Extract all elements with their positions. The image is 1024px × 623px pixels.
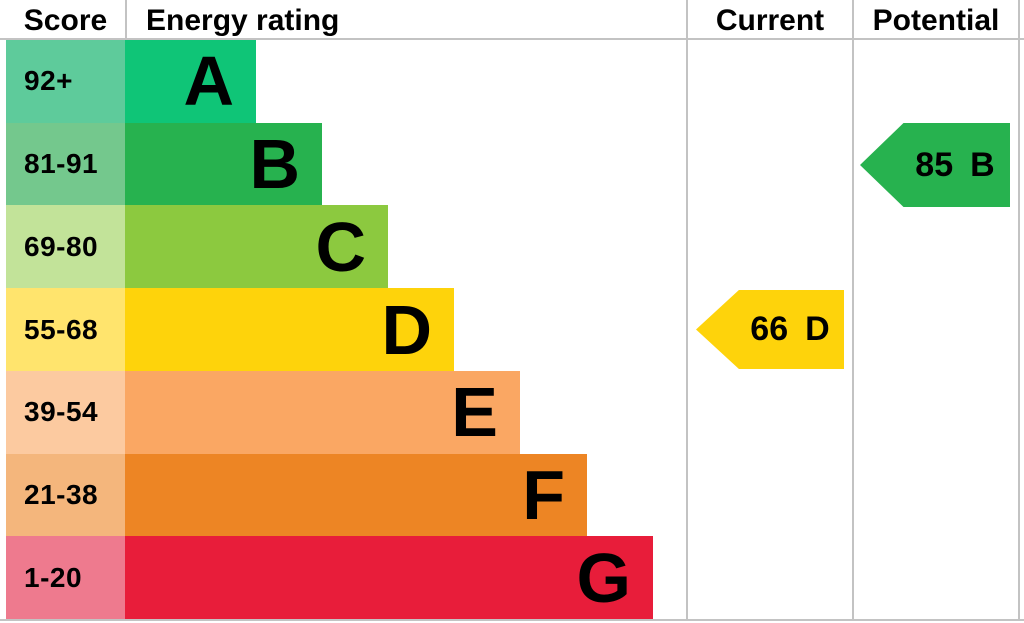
- bottom-border-line: [0, 619, 1024, 621]
- current-column-header: Current: [715, 4, 825, 37]
- rating-letter-a: A: [183, 42, 234, 121]
- potential-rating-value: 85: [915, 145, 954, 184]
- score-column-divider: [125, 0, 127, 38]
- rating-letter-e: E: [451, 373, 498, 452]
- rating-letter-g: G: [576, 538, 631, 617]
- header-divider-line: [0, 38, 1024, 40]
- potential-rating-letter: B: [970, 145, 995, 184]
- band-row-a: 92+ A: [6, 40, 1018, 123]
- right-border-line: [1018, 0, 1020, 621]
- current-rating-value: 66: [750, 310, 789, 348]
- potential-column-divider: [852, 0, 854, 621]
- score-range-c: 69-80: [6, 205, 125, 289]
- rating-letter-c: C: [315, 207, 366, 286]
- score-range-g: 1-20: [6, 536, 125, 620]
- rating-bar-a: A: [125, 40, 256, 123]
- rating-bar-b: B: [125, 122, 322, 206]
- band-row-g: 1-20 G: [6, 536, 1018, 620]
- band-row-e: 39-54 E: [6, 370, 1018, 454]
- band-row-c: 69-80 C: [6, 205, 1018, 289]
- rating-letter-b: B: [249, 125, 300, 204]
- rating-bar-f: F: [125, 453, 587, 537]
- band-row-d: 55-68 D: [6, 288, 1018, 371]
- score-column-header: Score: [23, 4, 108, 37]
- band-row-f: 21-38 F: [6, 453, 1018, 537]
- band-row-b: 81-91 B: [6, 122, 1018, 206]
- rating-letter-d: D: [381, 290, 432, 369]
- current-column-divider: [686, 0, 688, 621]
- score-range-e: 39-54: [6, 370, 125, 454]
- score-range-b: 81-91: [6, 122, 125, 206]
- score-range-a: 92+: [6, 40, 125, 123]
- rating-bar-e: E: [125, 370, 520, 454]
- score-range-f: 21-38: [6, 453, 125, 537]
- rating-bands: 92+ A 81-91 B 69-80 C 55-68 D 39-54: [6, 40, 1018, 620]
- rating-bar-d: D: [125, 288, 454, 371]
- rating-bar-c: C: [125, 205, 388, 289]
- potential-column-header: Potential: [872, 4, 1000, 37]
- rating-letter-f: F: [522, 455, 565, 534]
- score-range-d: 55-68: [6, 288, 125, 371]
- energy-rating-column-header: Energy rating: [146, 4, 340, 37]
- current-rating-letter: D: [805, 310, 830, 348]
- rating-bar-g: G: [125, 536, 653, 620]
